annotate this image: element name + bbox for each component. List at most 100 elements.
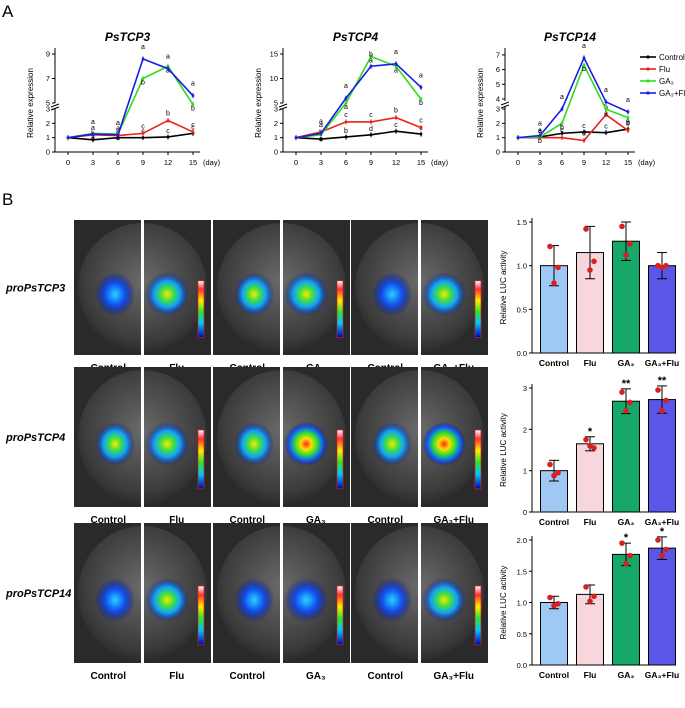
y-tick-label: 1.5 <box>517 567 527 576</box>
data-point <box>369 120 373 124</box>
category-label: GA₃+Flu <box>645 670 679 680</box>
x-tick-label: 3 <box>91 158 95 167</box>
data-point <box>627 241 633 247</box>
bar-group: ** GA₃ <box>612 378 640 527</box>
y-axis-label: Relative LUC activity <box>499 251 508 325</box>
significance-letter: c <box>369 112 373 119</box>
significance-letter: b <box>626 121 630 128</box>
y-tick-label: 9 <box>46 50 50 59</box>
significance-letter: a <box>191 81 195 88</box>
x-tick-label: 6 <box>116 158 120 167</box>
significance-letter: b <box>419 100 423 107</box>
x-tick-label: 0 <box>516 158 520 167</box>
data-point <box>319 137 323 141</box>
y-tick-label: 0 <box>496 148 500 157</box>
y-tick-label: 1.0 <box>517 262 527 271</box>
data-point <box>538 134 542 137</box>
legend-label: GA₃+Flu <box>659 89 685 98</box>
bar-group: Control <box>539 243 569 368</box>
bar-group: * GA₃ <box>612 532 640 680</box>
x-tick-label: 15 <box>189 158 197 167</box>
x-tick-label: 12 <box>392 158 400 167</box>
data-point <box>623 407 629 414</box>
bar-charts: 0.0 0.5 1.0 1.5 Relative LUC activity Control… <box>499 218 679 680</box>
y-axis-label: Relative LUC activity <box>499 413 508 487</box>
data-point <box>555 469 561 476</box>
luminescence-spot <box>422 422 467 466</box>
y-tick-label: 3 <box>523 384 527 393</box>
category-label: Flu <box>584 670 597 680</box>
significance-letter: a <box>626 97 630 104</box>
data-point <box>587 443 593 449</box>
bar <box>576 443 604 513</box>
y-tick-label: 5 <box>46 99 50 108</box>
luminescence-spot <box>372 422 413 466</box>
x-tick-label: 6 <box>560 158 564 167</box>
series-line-flu <box>295 116 422 139</box>
image-row-0: proPsTCP3 ControlFluControlGA₃ControlGA₃+… <box>5 220 488 374</box>
data-point <box>369 64 373 68</box>
significance-letter: c <box>394 122 398 129</box>
data-point <box>604 100 608 104</box>
legend-marker <box>646 79 650 83</box>
series-line-ga3 <box>67 65 194 139</box>
significance-marker: * <box>624 532 629 544</box>
data-point <box>319 131 323 135</box>
luminescence-spot <box>95 422 136 466</box>
leaf-label: GA₃+Flu <box>434 515 474 526</box>
bar <box>612 553 640 666</box>
data-point <box>141 77 145 80</box>
x-tick-label: 3 <box>319 158 323 167</box>
x-tick-label: 9 <box>141 158 145 167</box>
data-point <box>141 57 145 61</box>
data-point <box>394 129 398 133</box>
y-tick-label: 2.0 <box>517 536 527 545</box>
leaf-label: GA₃ <box>306 671 326 682</box>
chart-title: PsTCP3 <box>105 30 151 44</box>
significance-letter: c <box>344 112 348 119</box>
data-point <box>141 131 145 135</box>
color-scale <box>336 280 344 338</box>
leaf-label: Flu <box>169 515 184 526</box>
luminescence-spot <box>234 578 275 622</box>
divider <box>418 523 421 663</box>
category-label: Control <box>539 358 569 368</box>
data-point <box>663 397 669 404</box>
x-tick-label: 9 <box>369 158 373 167</box>
data-point <box>191 130 195 134</box>
significance-letter: a <box>91 119 95 126</box>
data-point <box>582 139 586 142</box>
leaf-image: Control GA₃+Flu <box>351 367 488 526</box>
y-tick-label: 0.5 <box>517 630 527 639</box>
luminescence-spot <box>372 272 413 317</box>
significance-letter: b <box>538 138 542 145</box>
data-point <box>655 387 661 393</box>
y-tick-label: 1 <box>523 467 527 476</box>
significance-letter: c <box>560 124 564 131</box>
bar-chart-proPsTCP14: 0.0 0.5 1.0 1.5 2.0 Relative LUC activity Cont… <box>499 526 679 680</box>
data-point <box>66 136 70 140</box>
x-tick-label: 15 <box>624 158 632 167</box>
data-point <box>663 546 669 553</box>
significance-letter: a <box>394 49 398 56</box>
significance-letter: c <box>191 124 195 131</box>
divider <box>280 367 283 507</box>
y-tick-label: 3 <box>274 105 278 114</box>
y-tick-label: 0 <box>523 508 527 517</box>
data-point <box>294 136 298 140</box>
color-scale <box>474 429 482 490</box>
significance-letter: c <box>604 124 608 131</box>
data-point <box>344 135 348 139</box>
y-tick-label: 0.0 <box>517 661 527 670</box>
divider <box>141 523 144 663</box>
data-point <box>191 103 195 106</box>
y-tick-label: 15 <box>270 50 278 59</box>
legend-item-control: Control <box>640 53 685 62</box>
bar <box>540 602 568 666</box>
category-label: GA₃ <box>618 358 635 368</box>
data-point <box>587 598 593 605</box>
x-unit-label: (day) <box>431 158 449 167</box>
bar-group: * GA₃+Flu <box>645 526 679 680</box>
